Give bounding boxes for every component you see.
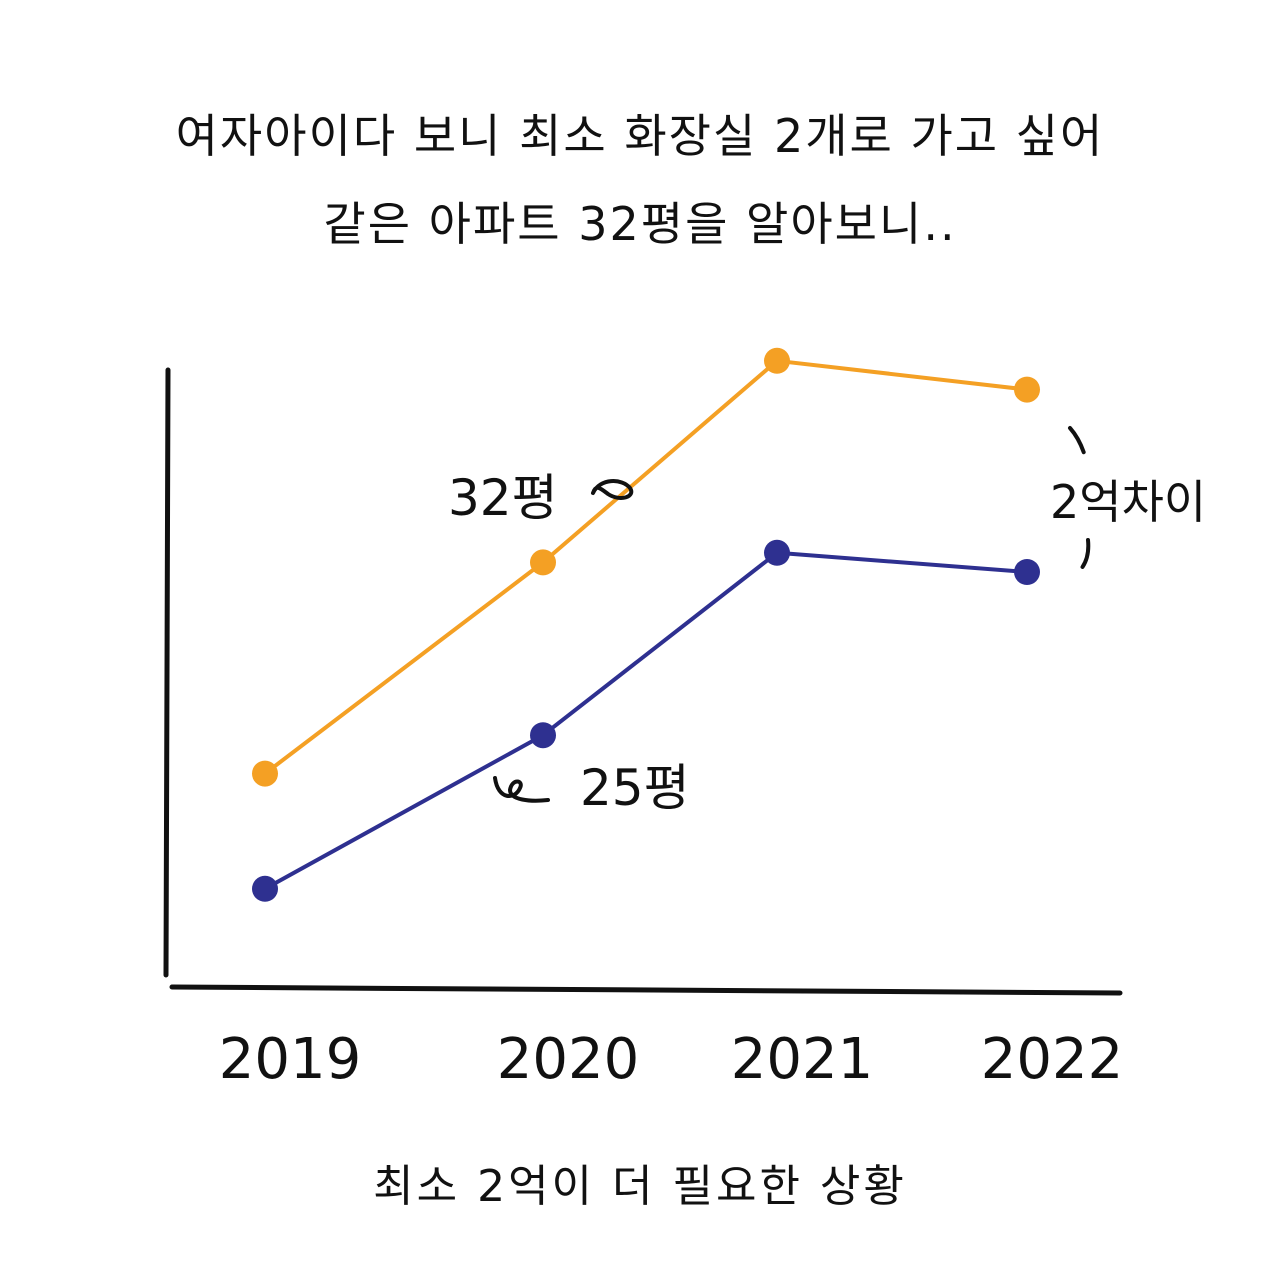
x-tick-label: 2020 [497, 1027, 640, 1092]
x-tick-label: 2021 [731, 1027, 874, 1092]
data-point [764, 539, 790, 566]
series-label-1: 32평 [448, 469, 558, 527]
data-point [764, 347, 790, 374]
difference-bracket [1066, 426, 1094, 582]
x-tick-label: 2019 [219, 1027, 362, 1092]
difference-annotation: 2억차이 [1050, 475, 1206, 529]
x-tick-label: 2022 [981, 1027, 1124, 1092]
series-line-1 [263, 358, 1029, 776]
heading-line-2: 같은 아파트 32평을 알아보니.. [323, 197, 957, 251]
label-pointer-squiggle [591, 479, 634, 500]
data-point [530, 549, 556, 576]
data-point [1014, 376, 1040, 403]
data-point [252, 875, 278, 902]
y-axis [163, 367, 171, 978]
data-point [530, 722, 556, 749]
x-axis [169, 984, 1123, 996]
series-line-2 [263, 550, 1029, 891]
series-label-2: 25평 [580, 759, 690, 817]
footer-caption: 최소 2억이 더 필요한 상황 [373, 1161, 907, 1212]
data-point [252, 760, 278, 787]
heading-line-1: 여자아이다 보니 최소 화장실 2개로 가고 싶어 [175, 109, 1105, 163]
data-point [1014, 559, 1040, 585]
label-pointer-squiggle [493, 776, 550, 803]
